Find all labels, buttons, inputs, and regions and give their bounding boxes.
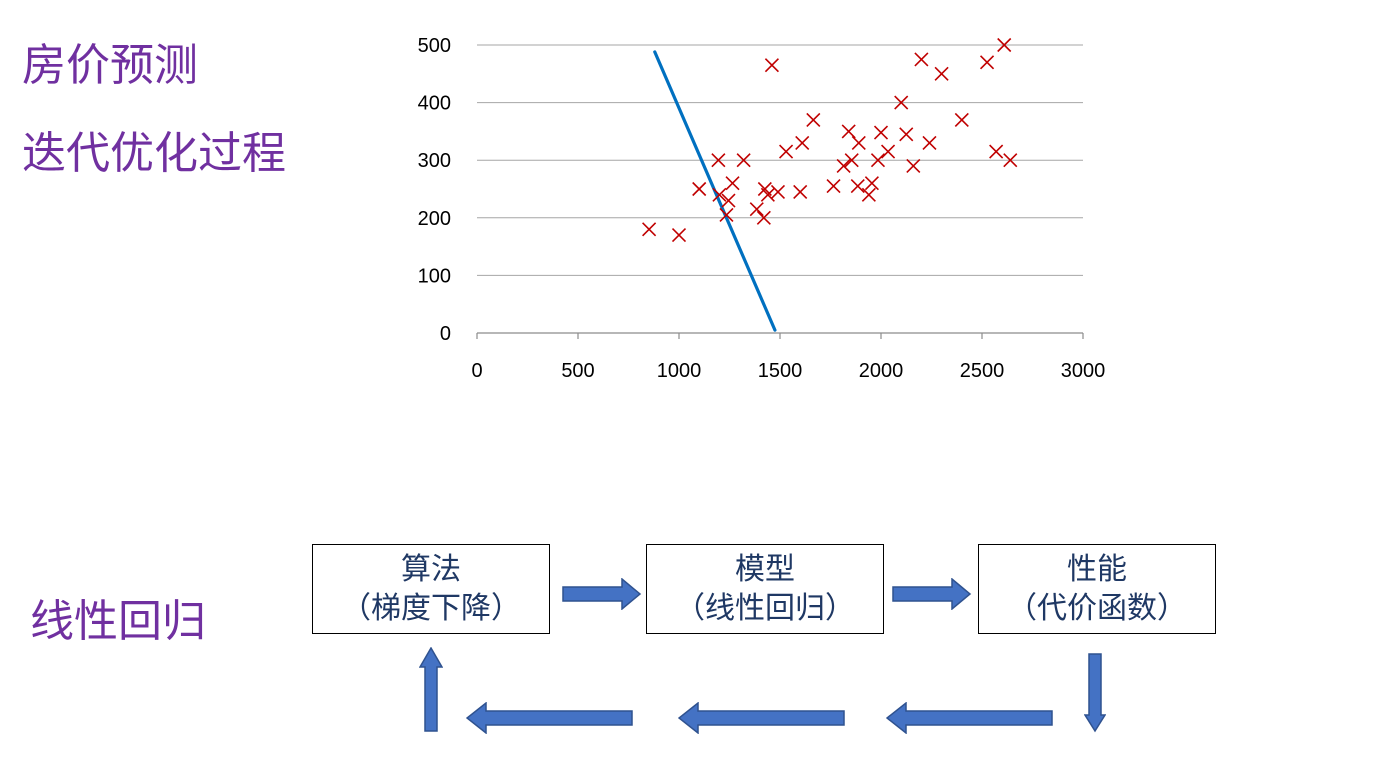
data-point xyxy=(894,95,909,110)
arrow-down xyxy=(1084,653,1106,733)
y-tick-label: 200 xyxy=(418,208,451,230)
model-title: 模型 xyxy=(735,552,795,587)
data-point xyxy=(1003,153,1018,168)
x-axis xyxy=(476,332,1084,339)
data-point xyxy=(725,176,740,191)
y-tick-label: 300 xyxy=(418,150,451,172)
data-point xyxy=(997,37,1012,53)
data-point xyxy=(881,144,896,159)
arrow-left-bottom-3 xyxy=(466,702,633,734)
data-point xyxy=(851,135,866,150)
data-point xyxy=(795,135,810,150)
data-point xyxy=(770,184,786,199)
arrow-left-bottom-2 xyxy=(678,702,845,734)
tick-labels: 0 100 200 300 400 500 0 500 1000 1500 2000 2500 3000 xyxy=(418,35,1106,382)
data-point xyxy=(841,124,856,139)
data-point xyxy=(712,187,727,202)
data-point xyxy=(836,158,851,174)
performance-box: 性能 （代价函数） xyxy=(978,544,1216,634)
arrow-right-model-to-performance xyxy=(892,578,972,610)
scatter-chart: 0 100 200 300 400 500 0 500 1000 1500 2000 2500 3000 xyxy=(418,35,1106,382)
data-point xyxy=(870,153,886,168)
data-point xyxy=(954,112,969,127)
y-tick-label: 400 xyxy=(418,93,451,115)
algorithm-subtitle: （梯度下降） xyxy=(341,591,521,626)
x-tick-label: 0 xyxy=(471,360,482,382)
data-point xyxy=(922,135,937,150)
data-point xyxy=(760,187,775,202)
y-tick-label: 0 xyxy=(440,323,451,345)
model-box: 模型 （线性回归） xyxy=(646,544,884,634)
y-tick-label: 100 xyxy=(418,265,451,287)
data-point xyxy=(864,176,879,191)
data-point xyxy=(793,184,808,199)
algorithm-box: 算法 （梯度下降） xyxy=(312,544,550,634)
data-point xyxy=(844,153,859,168)
x-tick-label: 500 xyxy=(561,360,594,382)
data-point xyxy=(806,112,821,127)
data-point xyxy=(642,222,657,237)
data-point xyxy=(764,58,779,73)
y-tick-label: 500 xyxy=(418,35,451,57)
data-point xyxy=(719,207,734,222)
x-tick-label: 1500 xyxy=(758,360,803,382)
grid-lines xyxy=(477,44,1083,276)
data-point xyxy=(906,158,921,174)
data-point xyxy=(861,187,876,202)
title-iterative-optimization: 迭代优化过程 xyxy=(22,128,286,179)
performance-title: 性能 xyxy=(1067,552,1127,587)
arrow-left-bottom-1 xyxy=(886,702,1053,734)
data-point xyxy=(979,55,995,70)
data-point xyxy=(934,66,949,81)
x-tick-label: 2500 xyxy=(960,360,1005,382)
data-point xyxy=(736,153,751,168)
data-point xyxy=(711,153,726,168)
data-point xyxy=(850,179,865,194)
data-point xyxy=(749,202,764,217)
data-point xyxy=(721,193,736,208)
data-point xyxy=(778,144,794,159)
data-points xyxy=(642,37,1018,243)
data-point xyxy=(671,228,687,243)
performance-subtitle: （代价函数） xyxy=(1007,591,1187,626)
x-tick-label: 1000 xyxy=(657,360,702,382)
model-subtitle: （线性回归） xyxy=(675,591,855,626)
data-point xyxy=(873,125,889,140)
data-point xyxy=(914,52,929,67)
x-tick-label: 2000 xyxy=(859,360,904,382)
title-house-price-prediction: 房价预测 xyxy=(22,40,198,91)
data-point xyxy=(826,179,841,194)
data-point xyxy=(692,181,707,197)
title-linear-regression: 线性回归 xyxy=(30,596,206,647)
data-point xyxy=(899,127,914,142)
algorithm-title: 算法 xyxy=(401,552,461,587)
data-point xyxy=(756,210,771,225)
arrow-right-algorithm-to-model xyxy=(562,578,642,610)
arrow-up xyxy=(419,647,443,732)
data-point xyxy=(989,144,1004,159)
x-tick-label: 3000 xyxy=(1061,360,1106,382)
